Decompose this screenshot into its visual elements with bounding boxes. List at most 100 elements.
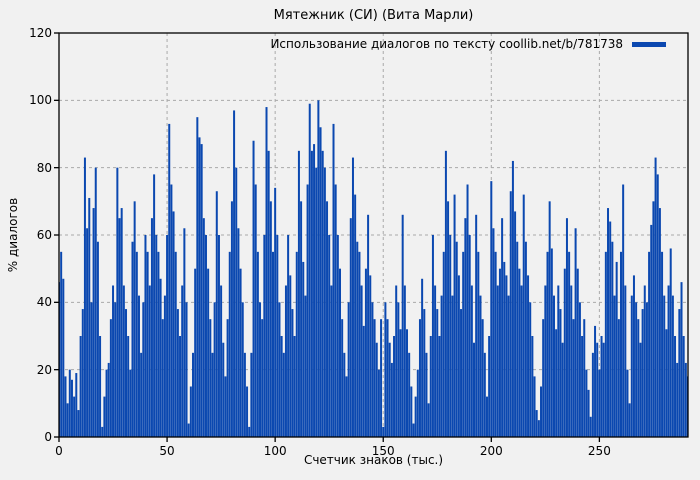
bar bbox=[369, 275, 372, 437]
bar bbox=[585, 369, 588, 437]
bar bbox=[440, 295, 443, 437]
bar bbox=[607, 208, 610, 437]
bar bbox=[131, 241, 134, 437]
bar bbox=[576, 268, 579, 437]
bar bbox=[330, 285, 333, 437]
bar bbox=[211, 352, 214, 437]
bar bbox=[157, 251, 160, 437]
bar bbox=[75, 373, 78, 437]
bar bbox=[414, 396, 417, 437]
bar bbox=[291, 309, 294, 437]
bar bbox=[509, 191, 512, 437]
bar bbox=[678, 309, 681, 437]
bar bbox=[248, 426, 251, 437]
bar bbox=[265, 107, 268, 437]
bar bbox=[142, 302, 145, 437]
bar bbox=[230, 201, 233, 437]
bar bbox=[388, 342, 391, 437]
bar bbox=[202, 218, 205, 437]
bar bbox=[611, 241, 614, 437]
bar bbox=[619, 251, 622, 437]
bar bbox=[641, 309, 644, 437]
bar bbox=[116, 167, 119, 438]
bar bbox=[438, 336, 441, 437]
bar bbox=[645, 302, 648, 437]
bar bbox=[406, 329, 408, 437]
bar bbox=[280, 336, 283, 437]
bar bbox=[477, 251, 480, 437]
bar bbox=[224, 376, 227, 437]
bar bbox=[524, 241, 527, 437]
bar bbox=[455, 241, 458, 437]
bar bbox=[282, 352, 285, 437]
bar bbox=[228, 251, 231, 437]
bar bbox=[293, 336, 296, 437]
bar bbox=[639, 342, 642, 437]
bar bbox=[122, 285, 125, 437]
bar bbox=[326, 201, 329, 437]
y-tick-label: 40 bbox=[36, 295, 52, 310]
bar bbox=[192, 352, 195, 437]
x-axis-title: Счетчик знаков (тыс.) bbox=[303, 453, 444, 467]
bar bbox=[403, 285, 406, 437]
bar bbox=[261, 319, 264, 437]
x-tick-label: 200 bbox=[479, 444, 503, 458]
bar bbox=[170, 184, 173, 437]
bar bbox=[343, 352, 346, 437]
bar bbox=[254, 184, 257, 437]
bar bbox=[226, 319, 229, 437]
bar bbox=[300, 201, 303, 437]
bar bbox=[302, 261, 305, 437]
bar bbox=[127, 336, 130, 437]
bar bbox=[161, 319, 164, 437]
bar bbox=[594, 325, 597, 437]
bar bbox=[148, 285, 151, 437]
bar bbox=[287, 235, 290, 437]
bar bbox=[297, 150, 300, 437]
bar bbox=[581, 336, 584, 437]
bar bbox=[135, 251, 138, 437]
bar bbox=[462, 251, 465, 437]
bar bbox=[364, 268, 367, 437]
bar bbox=[174, 251, 177, 437]
bar bbox=[667, 285, 670, 437]
bar bbox=[397, 302, 400, 437]
bar bbox=[155, 235, 158, 437]
bar bbox=[306, 184, 309, 437]
bar bbox=[449, 235, 452, 437]
bar bbox=[198, 137, 201, 437]
bar bbox=[356, 241, 359, 437]
x-tick-label: 250 bbox=[587, 444, 611, 458]
bar bbox=[88, 197, 91, 437]
legend-swatch-icon bbox=[632, 41, 666, 47]
bar bbox=[215, 191, 218, 437]
bar bbox=[652, 201, 655, 437]
bar bbox=[429, 336, 432, 437]
bar bbox=[401, 214, 404, 437]
bar bbox=[315, 167, 318, 438]
bar bbox=[347, 302, 350, 437]
bar bbox=[529, 302, 532, 437]
bar bbox=[671, 295, 674, 437]
bar bbox=[617, 319, 620, 437]
bar bbox=[328, 235, 331, 437]
bar bbox=[349, 218, 352, 437]
legend: Использование диалогов по тексту coollib… bbox=[270, 37, 666, 51]
bar bbox=[313, 144, 316, 437]
bar bbox=[680, 282, 683, 437]
bar bbox=[284, 285, 287, 437]
bar bbox=[596, 342, 599, 437]
bar bbox=[511, 160, 514, 437]
bar bbox=[159, 278, 162, 437]
y-tick-label: 100 bbox=[29, 93, 52, 108]
bar bbox=[600, 336, 603, 437]
bar bbox=[466, 184, 469, 437]
bar bbox=[118, 218, 121, 437]
bar bbox=[103, 396, 106, 437]
bar bbox=[535, 410, 538, 437]
bar bbox=[70, 379, 73, 437]
bar bbox=[626, 369, 629, 437]
bar bbox=[503, 261, 506, 437]
bar bbox=[492, 228, 495, 437]
